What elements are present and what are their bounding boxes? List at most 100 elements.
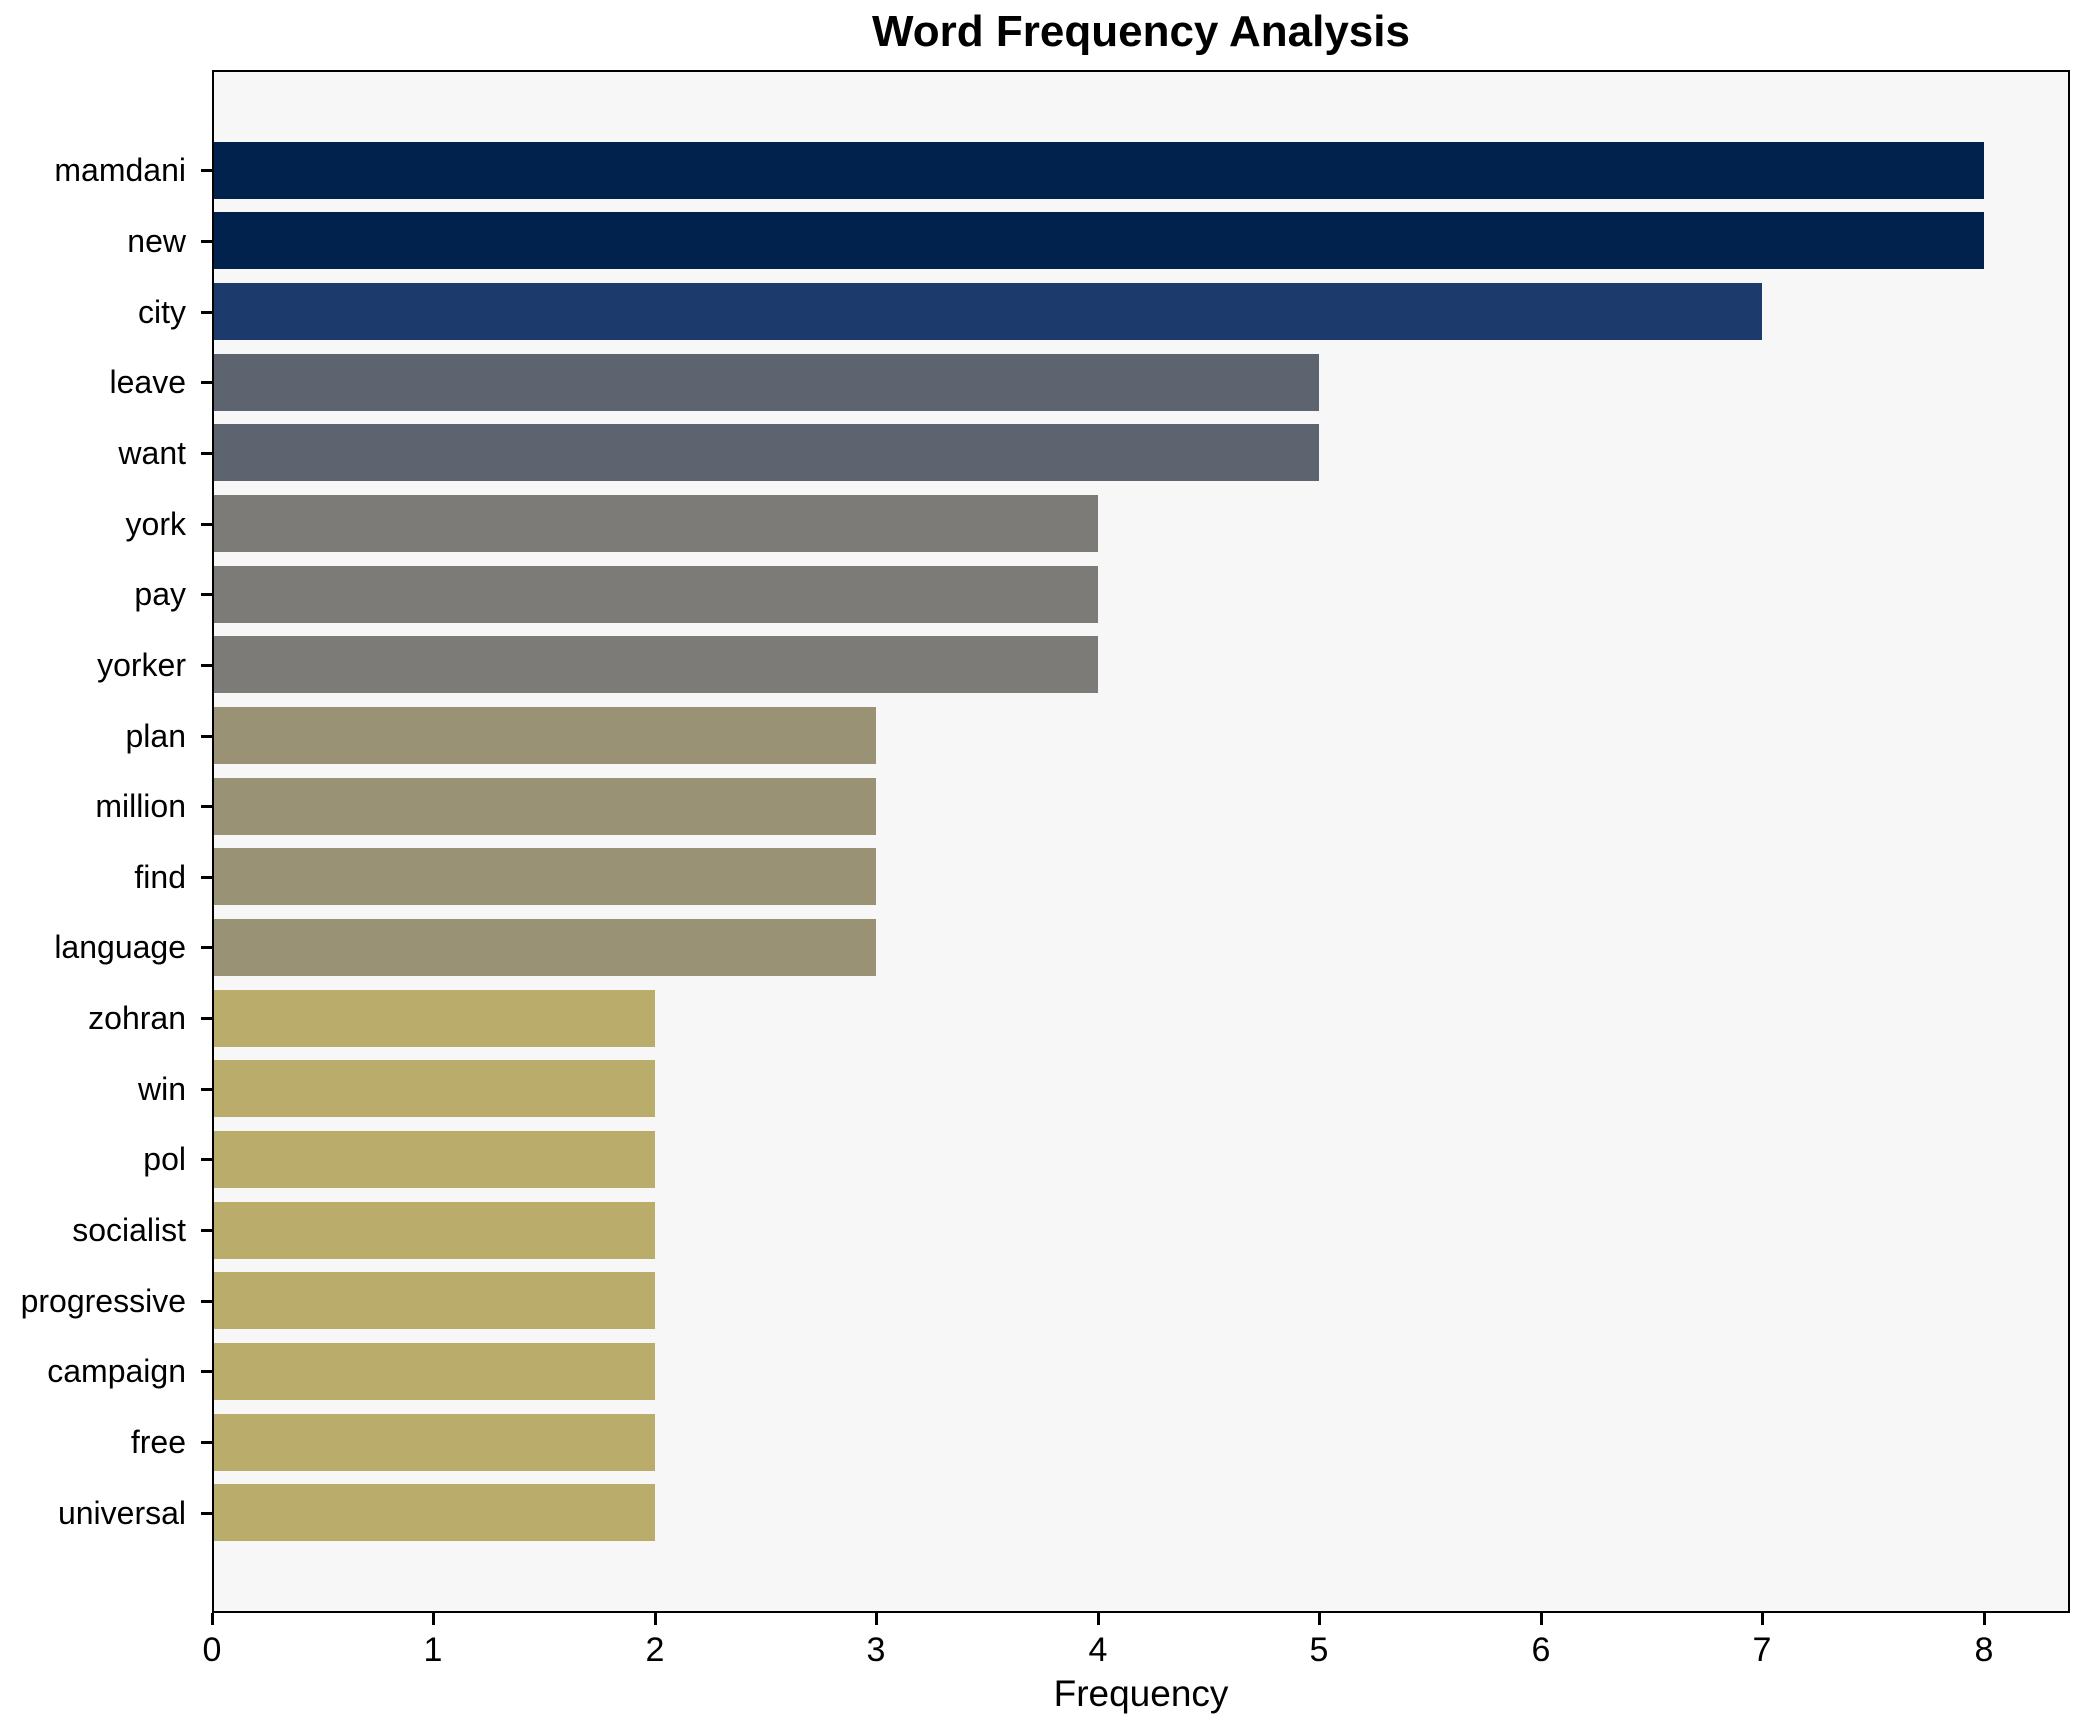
y-tick-mark (201, 664, 212, 667)
y-tick-row-leave: leave (0, 360, 212, 404)
bar-free (212, 1414, 655, 1471)
y-tick-mark (201, 1017, 212, 1020)
y-tick-mark (201, 381, 212, 384)
bar-campaign (212, 1343, 655, 1400)
y-tick-row-mamdani: mamdani (0, 148, 212, 192)
x-tick-label-8: 8 (1974, 1631, 1994, 1669)
bar-find (212, 848, 876, 905)
y-tick-row-win: win (0, 1067, 212, 1111)
y-tick-label-york: york (125, 506, 186, 542)
bar-pol (212, 1131, 655, 1188)
y-tick-row-city: city (0, 290, 212, 334)
y-tick-row-campaign: campaign (0, 1349, 212, 1393)
y-tick-label-pol: pol (143, 1141, 186, 1177)
x-tick-mark (1097, 1613, 1100, 1625)
y-tick-label-new: new (127, 223, 186, 259)
y-tick-label-million: million (95, 788, 186, 824)
y-tick-row-pay: pay (0, 572, 212, 616)
y-tick-mark (201, 1300, 212, 1303)
y-tick-row-universal: universal (0, 1491, 212, 1535)
y-tick-row-yorker: yorker (0, 643, 212, 687)
bar-zohran (212, 990, 655, 1047)
y-tick-mark (201, 169, 212, 172)
y-tick-label-win: win (137, 1071, 186, 1107)
bar-progressive (212, 1272, 655, 1329)
bar-language (212, 919, 876, 976)
y-tick-row-new: new (0, 219, 212, 263)
bar-plan (212, 707, 876, 764)
y-tick-row-want: want (0, 431, 212, 475)
y-tick-row-free: free (0, 1420, 212, 1464)
bar-universal (212, 1484, 655, 1541)
plot-area (212, 70, 2070, 1613)
y-tick-row-zohran: zohran (0, 996, 212, 1040)
y-tick-row-socialist: socialist (0, 1208, 212, 1252)
x-tick-mark (1761, 1613, 1764, 1625)
y-tick-label-language: language (54, 929, 186, 965)
x-tick-mark (1540, 1613, 1543, 1625)
y-tick-mark (201, 1229, 212, 1232)
y-tick-label-yorker: yorker (97, 647, 186, 683)
x-tick-label-2: 2 (645, 1631, 665, 1669)
y-tick-mark (201, 946, 212, 949)
y-tick-mark (201, 593, 212, 596)
y-tick-mark (201, 1370, 212, 1373)
y-tick-label-socialist: socialist (72, 1212, 186, 1248)
y-tick-mark (201, 1158, 212, 1161)
x-tick-mark (875, 1613, 878, 1625)
y-tick-mark (201, 1441, 212, 1444)
y-tick-label-pay: pay (134, 576, 186, 612)
y-tick-mark (201, 1088, 212, 1091)
x-tick-label-6: 6 (1531, 1631, 1551, 1669)
y-tick-label-campaign: campaign (47, 1353, 186, 1389)
bar-million (212, 778, 876, 835)
y-tick-label-city: city (138, 294, 186, 330)
y-tick-row-million: million (0, 784, 212, 828)
y-tick-row-find: find (0, 855, 212, 899)
bar-new (212, 212, 1984, 269)
bar-yorker (212, 636, 1098, 693)
y-tick-row-language: language (0, 925, 212, 969)
bar-city (212, 283, 1762, 340)
y-tick-label-leave: leave (109, 364, 187, 400)
y-tick-mark (201, 311, 212, 314)
y-tick-label-zohran: zohran (88, 1000, 186, 1036)
bar-want (212, 424, 1319, 481)
bar-leave (212, 354, 1319, 411)
y-tick-mark (201, 876, 212, 879)
y-tick-label-progressive: progressive (20, 1283, 186, 1319)
y-tick-label-find: find (134, 859, 186, 895)
y-tick-mark (201, 452, 212, 455)
x-tick-mark (1318, 1613, 1321, 1625)
bar-mamdani (212, 142, 1984, 199)
y-tick-label-want: want (118, 435, 186, 471)
x-tick-mark (654, 1613, 657, 1625)
y-tick-row-pol: pol (0, 1137, 212, 1181)
y-tick-mark (201, 1512, 212, 1515)
y-tick-mark (201, 805, 212, 808)
x-tick-label-5: 5 (1309, 1631, 1329, 1669)
y-tick-row-progressive: progressive (0, 1279, 212, 1323)
bar-york (212, 495, 1098, 552)
bar-pay (212, 566, 1098, 623)
y-tick-label-free: free (130, 1424, 186, 1460)
x-axis-label: Frequency (1053, 1673, 1229, 1714)
x-tick-label-1: 1 (423, 1631, 443, 1669)
x-tick-label-0: 0 (202, 1631, 222, 1669)
y-tick-mark (201, 240, 212, 243)
y-tick-label-plan: plan (125, 718, 187, 754)
y-tick-row-york: york (0, 502, 212, 546)
y-tick-mark (201, 523, 212, 526)
chart-title: Word Frequency Analysis (872, 7, 1410, 56)
y-tick-mark (201, 735, 212, 738)
x-tick-mark (1983, 1613, 1986, 1625)
y-tick-row-plan: plan (0, 714, 212, 758)
y-tick-label-mamdani: mamdani (54, 152, 186, 188)
bar-socialist (212, 1202, 655, 1259)
x-tick-mark (211, 1613, 214, 1625)
x-tick-label-7: 7 (1752, 1631, 1772, 1669)
x-tick-mark (432, 1613, 435, 1625)
x-tick-label-3: 3 (866, 1631, 886, 1669)
bar-win (212, 1060, 655, 1117)
